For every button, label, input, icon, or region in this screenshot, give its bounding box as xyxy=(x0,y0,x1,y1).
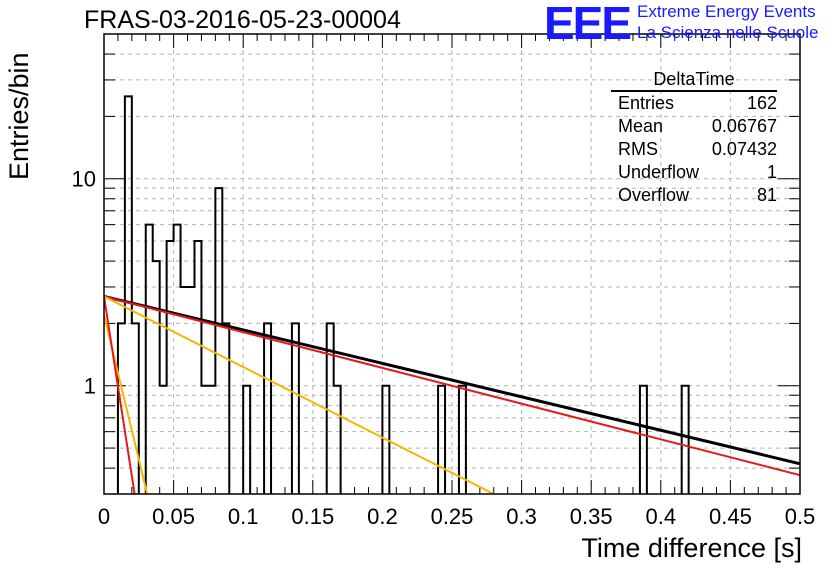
fit-curve xyxy=(104,294,800,466)
stat-value: 162 xyxy=(746,93,777,113)
stat-row-mean: Mean 0.06767 xyxy=(611,115,777,138)
stat-row-underflow: Underflow 1 xyxy=(611,161,777,184)
chart-title: FRAS-03-2016-05-23-00004 xyxy=(84,6,401,34)
stat-label: Underflow xyxy=(618,162,700,182)
x-axis-label: Time difference [s] xyxy=(581,533,802,563)
stat-value: 81 xyxy=(756,185,777,205)
x-tick-label: 0.35 xyxy=(570,504,613,529)
stat-value: 0.07432 xyxy=(711,139,777,159)
y-axis-label: Entries/bin xyxy=(4,52,34,180)
x-tick-label: 0.4 xyxy=(646,504,677,529)
fit-curve xyxy=(104,295,495,494)
logo-line-2: La Scienza nelle Scuole xyxy=(637,23,819,42)
y-tick-label: 1 xyxy=(84,374,96,399)
stat-label: Overflow xyxy=(618,185,690,205)
logo-line-1: Extreme Energy Events xyxy=(637,2,816,21)
x-tick-label: 0.15 xyxy=(291,504,334,529)
stat-row-overflow: Overflow 81 xyxy=(611,184,777,207)
x-tick-label: 0.5 xyxy=(785,504,816,529)
fit-curve xyxy=(104,296,136,494)
fit-curve xyxy=(104,295,800,477)
x-tick-label: 0 xyxy=(98,504,110,529)
stat-row-rms: RMS 0.07432 xyxy=(611,138,777,161)
plot-frame xyxy=(103,33,801,495)
x-tick-label: 0.05 xyxy=(152,504,195,529)
x-tick-label: 0.1 xyxy=(228,504,259,529)
stat-value: 1 xyxy=(766,162,777,182)
x-tick-label: 0.3 xyxy=(506,504,537,529)
stat-label: RMS xyxy=(618,139,658,159)
y-tick-label: 10 xyxy=(72,167,96,192)
stat-value: 0.06767 xyxy=(711,116,777,136)
x-tick-label: 0.2 xyxy=(367,504,398,529)
eee-logo: EEE Extreme Energy Events La Scienza nel… xyxy=(544,0,834,49)
x-tick-label: 0.25 xyxy=(431,504,474,529)
logo-mark: EEE xyxy=(544,0,632,49)
stats-title: DeltaTime xyxy=(611,68,777,92)
x-tick-label: 0.45 xyxy=(709,504,752,529)
stat-row-entries: Entries 162 xyxy=(611,92,777,115)
stat-label: Mean xyxy=(618,116,664,136)
stats-box: DeltaTime Entries 162 Mean 0.06767 RMS 0… xyxy=(611,68,777,207)
stat-label: Entries xyxy=(618,93,675,113)
histogram-outline xyxy=(116,95,690,494)
